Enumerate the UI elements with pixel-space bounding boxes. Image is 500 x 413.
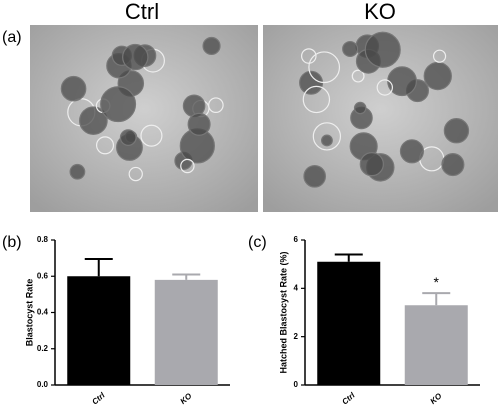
y-tick-label: 0.8 <box>37 235 49 244</box>
x-tick-label: Ctrl <box>90 390 107 406</box>
embryo <box>79 106 108 135</box>
embryo <box>441 153 465 177</box>
embryo <box>180 158 195 174</box>
embryo <box>302 85 331 114</box>
panel-label: (b) <box>2 234 22 251</box>
embryo <box>312 122 342 151</box>
annotation: * <box>434 274 440 290</box>
y-tick-label: 0.6 <box>37 271 49 280</box>
y-tick-label: 2 <box>294 332 299 341</box>
y-tick-label: 6 <box>294 235 299 244</box>
image-title: KO <box>364 0 396 24</box>
embryo <box>187 112 211 136</box>
panel-label: (a) <box>2 29 22 46</box>
embryo <box>100 86 137 123</box>
embryo <box>308 51 341 84</box>
bar <box>67 276 131 385</box>
bar <box>317 261 381 385</box>
panel-label: (c) <box>248 234 267 251</box>
embryo <box>321 134 333 147</box>
embryo <box>342 40 359 58</box>
embryo <box>69 163 86 180</box>
embryo <box>140 124 163 147</box>
embryo <box>359 151 384 177</box>
embryo <box>95 136 115 155</box>
y-tick-label: 0.0 <box>37 380 49 389</box>
y-tick-label: 0.2 <box>37 344 49 353</box>
y-tick-label: 0 <box>294 380 299 389</box>
embryo <box>301 48 317 64</box>
embryo <box>443 118 470 144</box>
x-tick-label: KO <box>179 391 195 406</box>
embryo <box>387 66 417 97</box>
embryo <box>303 164 327 188</box>
embryo <box>119 129 137 146</box>
bar <box>154 279 218 385</box>
embryo <box>364 31 401 68</box>
embryo <box>353 101 367 115</box>
embryo <box>202 36 221 56</box>
embryo <box>351 69 365 83</box>
x-tick-label: KO <box>429 391 445 406</box>
x-tick-label: Ctrl <box>340 390 357 406</box>
y-axis-label: Hatched Blastocyst Rate (%) <box>278 251 288 373</box>
bar <box>404 305 468 385</box>
embryo <box>60 75 87 102</box>
y-tick-label: 0.4 <box>37 308 49 317</box>
embryo <box>423 61 452 91</box>
embryo <box>376 79 393 96</box>
embryo <box>122 43 149 71</box>
embryo <box>128 166 143 182</box>
image-title: Ctrl <box>125 0 159 24</box>
y-axis-label: Blastocyst Rate <box>24 279 34 347</box>
y-tick-label: 4 <box>294 283 299 292</box>
embryo <box>399 139 425 164</box>
cells <box>60 31 470 188</box>
embryo <box>432 49 447 63</box>
